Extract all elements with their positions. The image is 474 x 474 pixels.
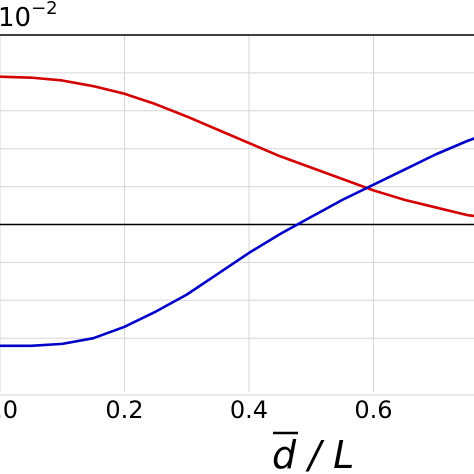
series-layer (0, 75, 474, 348)
x-axis-label-d: d (272, 433, 297, 474)
x-tick-label: 0.2 (105, 396, 143, 424)
x-tick-label: 0.6 (354, 396, 392, 424)
x-axis-label-rest: / L (296, 433, 354, 474)
x-tick-label: 0.4 (230, 396, 268, 424)
x-tick-labels: 0.0 0.2 0.4 0.6 (0, 396, 393, 424)
series-line-2 (0, 137, 474, 348)
scale-label: 10−2 (0, 0, 58, 33)
series-line-1 (0, 75, 474, 218)
x-axis-label: d / L (272, 433, 354, 474)
x-tick-label: 0.0 (0, 396, 18, 424)
